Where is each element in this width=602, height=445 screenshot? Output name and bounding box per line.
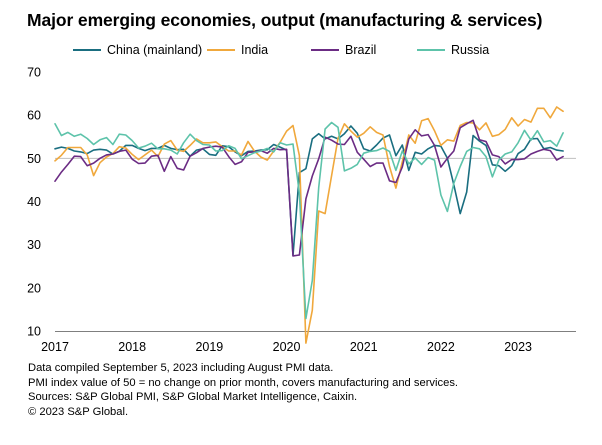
y-tick-label: 40	[27, 195, 41, 209]
legend-label-india: India	[241, 43, 269, 57]
chart-title: Major emerging economies, output (manufa…	[27, 10, 543, 30]
footnote-sources: Sources: S&P Global PMI, S&P Global Mark…	[28, 391, 358, 404]
footnote-copyright: © 2023 S&P Global.	[28, 405, 129, 418]
x-tick-label: 2021	[350, 340, 378, 354]
legend-label-russia: Russia	[451, 43, 490, 57]
y-tick-label: 10	[27, 325, 41, 339]
y-tick-label: 50	[27, 152, 41, 166]
footnote-data-compiled: Data compiled September 5, 2023 includin…	[28, 362, 334, 374]
y-tick-label: 70	[27, 66, 41, 80]
legend-swatch-russia	[417, 49, 445, 51]
series-line-india	[54, 106, 564, 344]
legend: China (mainland) India Brazil Russia	[73, 42, 507, 58]
series-line-china	[54, 125, 564, 257]
legend-swatch-india	[207, 49, 235, 51]
x-tick-label: 2022	[427, 340, 455, 354]
footnote-pmi-definition: PMI index value of 50 = no change on pri…	[28, 376, 459, 389]
x-tick-label: 2023	[504, 340, 532, 354]
legend-label-china: China (mainland)	[107, 43, 203, 57]
y-tick-label: 30	[27, 238, 41, 252]
legend-item-china: China (mainland)	[73, 42, 207, 58]
x-tick-label: 2019	[195, 340, 223, 354]
x-tick-label: 2018	[118, 340, 146, 354]
x-tick-label: 2020	[273, 340, 301, 354]
y-tick-label: 60	[27, 109, 41, 123]
legend-swatch-china	[73, 49, 101, 51]
series-line-russia	[54, 121, 564, 320]
series-line-brazil	[54, 119, 564, 257]
legend-swatch-brazil	[311, 49, 339, 51]
footnotes: Data compiled September 5, 2023 includin…	[28, 361, 458, 419]
legend-label-brazil: Brazil	[345, 43, 377, 57]
legend-item-russia: Russia	[417, 42, 507, 58]
legend-item-india: India	[207, 42, 311, 58]
y-tick-label: 20	[27, 281, 41, 295]
legend-item-brazil: Brazil	[311, 42, 417, 58]
x-tick-label: 2017	[41, 340, 69, 354]
